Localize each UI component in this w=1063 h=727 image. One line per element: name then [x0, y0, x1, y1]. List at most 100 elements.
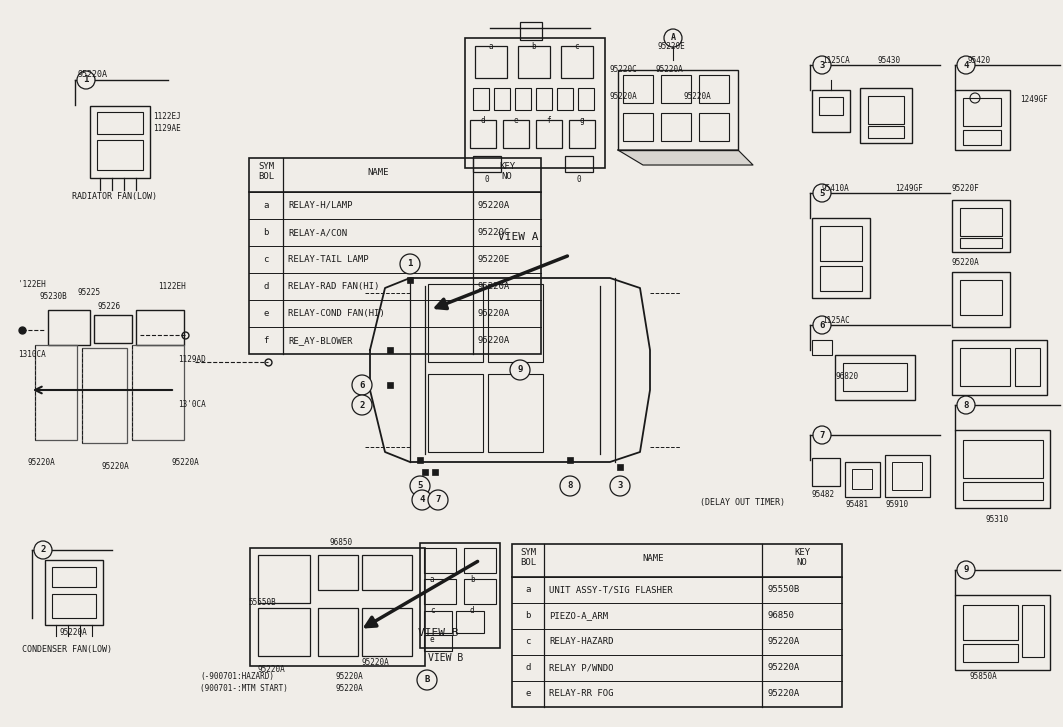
- Text: 96850: 96850: [767, 611, 794, 621]
- Text: 95220A: 95220A: [478, 282, 510, 291]
- Text: 1249GF: 1249GF: [1020, 95, 1048, 104]
- Text: RELAY P/WNDO: RELAY P/WNDO: [549, 664, 613, 672]
- Bar: [249, 158, 541, 354]
- Text: (-900701:HAZARD): (-900701:HAZARD): [200, 672, 274, 681]
- Bar: [820, 226, 862, 261]
- Text: a: a: [264, 201, 269, 210]
- Text: (900701-:MTM START): (900701-:MTM START): [200, 684, 288, 693]
- Text: 95430: 95430: [878, 56, 901, 65]
- Bar: [503, 120, 529, 148]
- Circle shape: [813, 56, 831, 74]
- Bar: [952, 272, 1010, 327]
- Bar: [465, 548, 496, 573]
- Circle shape: [957, 396, 975, 414]
- Text: NAME: NAME: [642, 554, 663, 563]
- Text: b: b: [525, 611, 530, 621]
- Text: KFY
NO: KFY NO: [499, 162, 516, 182]
- Text: 95220A: 95220A: [60, 628, 88, 637]
- Bar: [812, 90, 850, 132]
- Bar: [960, 280, 1002, 315]
- Bar: [623, 75, 653, 103]
- Text: 2: 2: [359, 401, 365, 409]
- Bar: [514, 88, 532, 110]
- Bar: [424, 611, 452, 633]
- Text: 3: 3: [820, 60, 825, 70]
- Text: 95310: 95310: [985, 515, 1008, 524]
- Bar: [470, 120, 496, 148]
- Circle shape: [400, 254, 420, 274]
- Bar: [566, 156, 593, 172]
- Text: SYM
BOL: SYM BOL: [520, 548, 536, 567]
- Text: 1129AD: 1129AD: [178, 355, 206, 364]
- Bar: [362, 608, 412, 656]
- Text: RE_AY-BLOWER: RE_AY-BLOWER: [288, 336, 353, 345]
- Bar: [536, 88, 552, 110]
- Text: 95220A: 95220A: [28, 458, 55, 467]
- Bar: [1022, 605, 1044, 657]
- Bar: [812, 340, 832, 355]
- Bar: [955, 430, 1050, 508]
- Text: 0: 0: [577, 175, 581, 184]
- Text: b: b: [470, 575, 474, 584]
- Text: 95230B: 95230B: [40, 292, 68, 301]
- Text: 95420: 95420: [968, 56, 991, 65]
- Text: 95220A: 95220A: [335, 684, 362, 693]
- Bar: [318, 555, 358, 590]
- Bar: [488, 284, 543, 362]
- Text: 95220F: 95220F: [952, 184, 980, 193]
- Text: a: a: [525, 585, 530, 595]
- Text: d: d: [525, 664, 530, 672]
- Text: 95850A: 95850A: [971, 672, 998, 681]
- Text: 1122EH: 1122EH: [158, 282, 186, 291]
- Text: b: b: [532, 42, 537, 51]
- Circle shape: [813, 426, 831, 444]
- Text: 95220A: 95220A: [767, 638, 799, 646]
- Bar: [963, 482, 1043, 500]
- Bar: [860, 88, 912, 143]
- Bar: [661, 113, 691, 141]
- Text: 95220A: 95220A: [362, 658, 390, 667]
- Text: 95220A: 95220A: [767, 689, 799, 699]
- Text: 95220A: 95220A: [102, 462, 130, 471]
- Text: RELAY-COND FAN(HI): RELAY-COND FAN(HI): [288, 309, 385, 318]
- Text: a: a: [489, 42, 493, 51]
- Bar: [432, 469, 438, 475]
- Text: '122EH: '122EH: [18, 280, 46, 289]
- Bar: [387, 347, 393, 353]
- Bar: [465, 579, 496, 604]
- Bar: [52, 594, 96, 618]
- Bar: [578, 88, 594, 110]
- Text: VIEW B: VIEW B: [428, 653, 463, 663]
- Polygon shape: [618, 150, 753, 165]
- Bar: [473, 88, 489, 110]
- Circle shape: [813, 316, 831, 334]
- Bar: [960, 238, 1002, 248]
- Bar: [494, 88, 510, 110]
- Text: 95225: 95225: [78, 288, 101, 297]
- Circle shape: [428, 490, 448, 510]
- Bar: [424, 635, 452, 651]
- Text: 9: 9: [518, 366, 523, 374]
- Bar: [35, 345, 77, 440]
- Text: NAME: NAME: [367, 168, 389, 177]
- Text: (DELAY OUT TIMER): (DELAY OUT TIMER): [701, 498, 784, 507]
- Text: 95220A: 95220A: [952, 258, 980, 267]
- Bar: [424, 548, 456, 573]
- Text: 96820: 96820: [836, 372, 858, 381]
- Bar: [407, 277, 414, 283]
- Text: 95550B: 95550B: [767, 585, 799, 595]
- Bar: [557, 88, 573, 110]
- Text: f: f: [264, 336, 269, 345]
- Circle shape: [813, 184, 831, 202]
- Text: c: c: [264, 255, 269, 264]
- Bar: [456, 611, 484, 633]
- Text: CONDENSER FAN(LOW): CONDENSER FAN(LOW): [22, 645, 112, 654]
- Circle shape: [560, 476, 580, 496]
- Text: B: B: [424, 675, 429, 685]
- Text: 4: 4: [419, 496, 425, 505]
- Text: d: d: [264, 282, 269, 291]
- Bar: [94, 315, 132, 343]
- Text: 1125AC: 1125AC: [822, 316, 849, 325]
- Text: 1: 1: [407, 260, 412, 268]
- Bar: [45, 560, 103, 625]
